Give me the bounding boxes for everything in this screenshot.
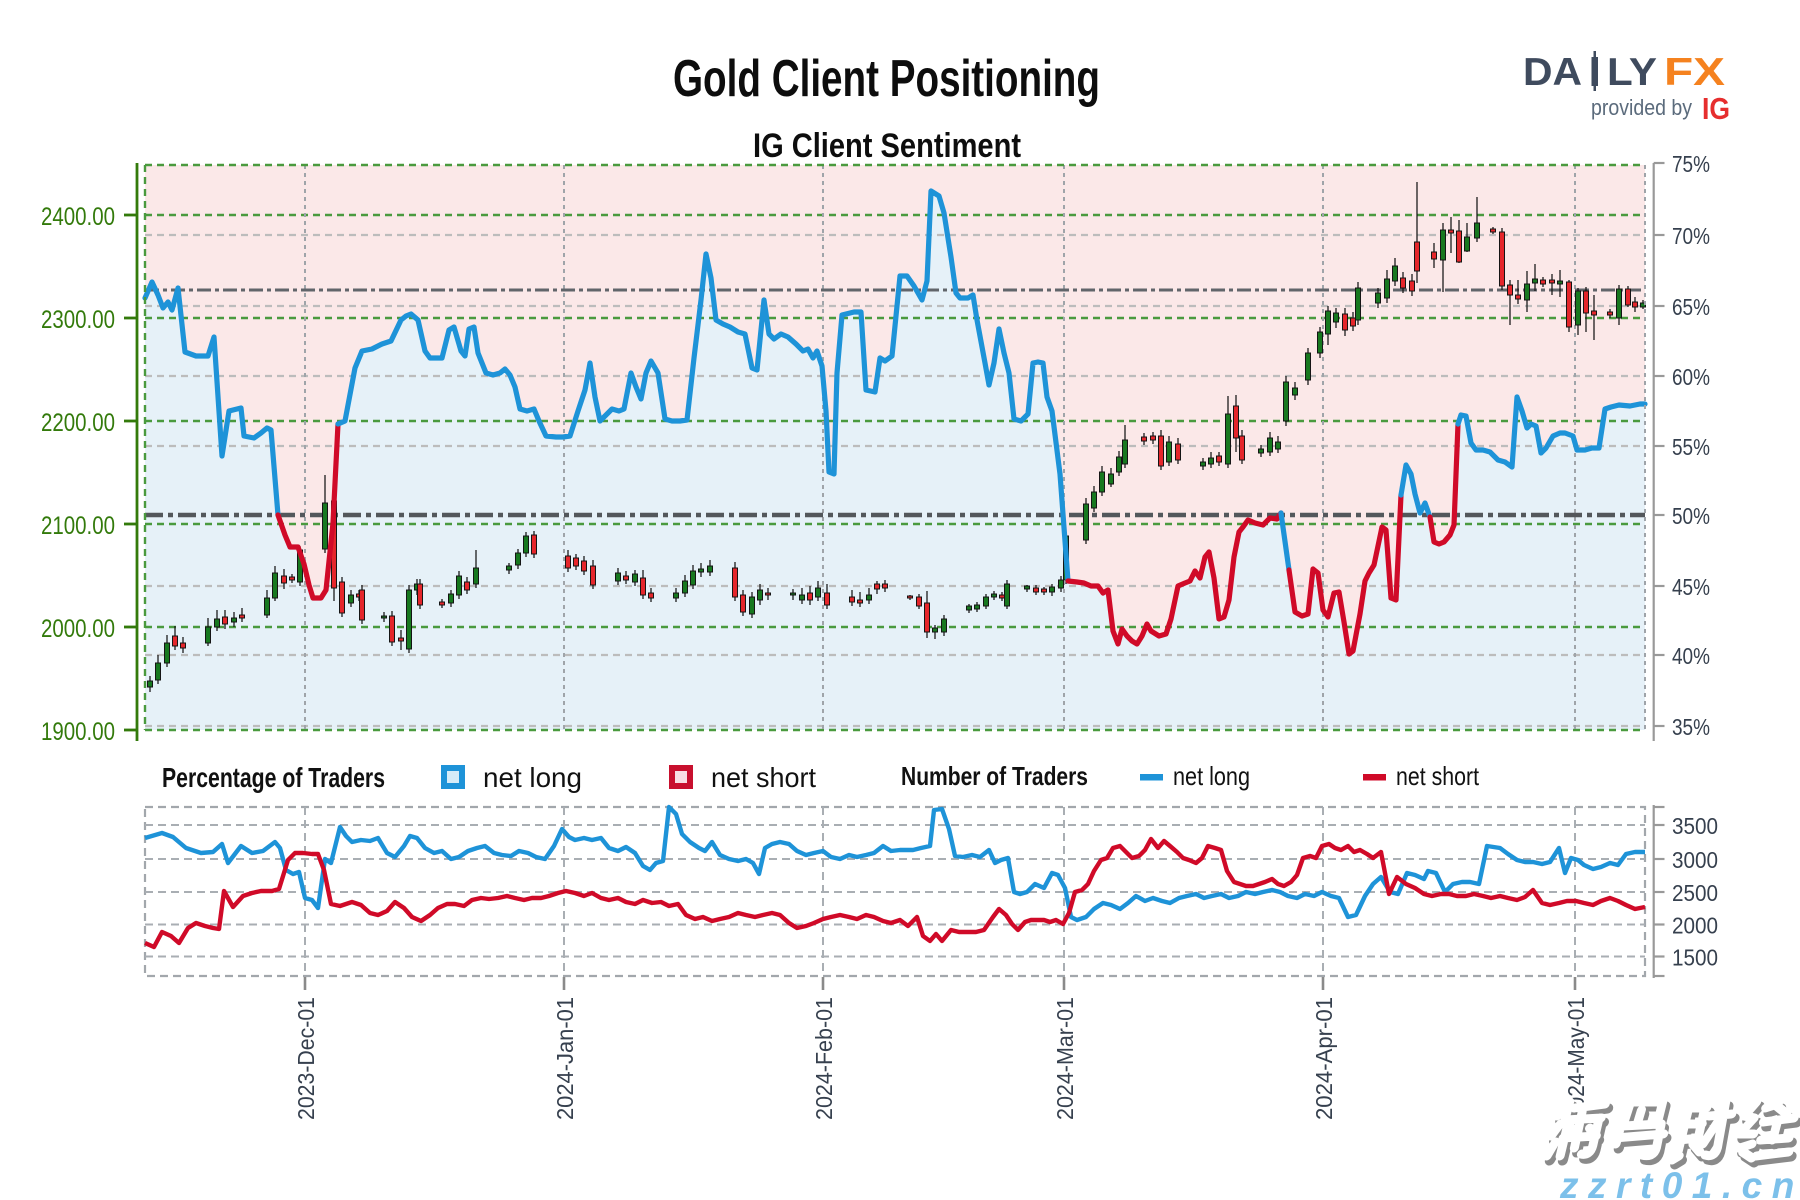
svg-text:1500: 1500 — [1672, 945, 1718, 971]
svg-text:DA: DA — [1523, 51, 1582, 94]
svg-text:Gold Client Positioning: Gold Client Positioning — [673, 50, 1100, 108]
svg-text:70%: 70% — [1672, 223, 1710, 249]
svg-text:2000: 2000 — [1672, 913, 1718, 939]
svg-text:IG Client Sentiment: IG Client Sentiment — [753, 127, 1021, 165]
svg-text:2400.00: 2400.00 — [41, 203, 115, 231]
svg-text:75%: 75% — [1672, 151, 1710, 177]
svg-text:2300.00: 2300.00 — [41, 306, 115, 334]
svg-text:35%: 35% — [1672, 714, 1710, 740]
svg-text:3500: 3500 — [1672, 813, 1718, 839]
svg-text:2024-Mar-01: 2024-Mar-01 — [1052, 997, 1078, 1120]
svg-text:zzrt01.cn: zzrt01.cn — [1559, 1165, 1800, 1200]
svg-text:65%: 65% — [1672, 294, 1710, 320]
svg-text:2024-Feb-01: 2024-Feb-01 — [811, 997, 837, 1120]
svg-text:net short: net short — [711, 762, 816, 793]
svg-text:FX: FX — [1664, 51, 1725, 94]
svg-text:2024-Jan-01: 2024-Jan-01 — [552, 997, 578, 1120]
svg-text:2200.00: 2200.00 — [41, 409, 115, 437]
svg-text:Number of Traders: Number of Traders — [901, 761, 1088, 791]
svg-text:50%: 50% — [1672, 503, 1710, 529]
svg-text:2023-Dec-01: 2023-Dec-01 — [293, 997, 319, 1120]
svg-text:2000.00: 2000.00 — [41, 615, 115, 643]
svg-text:45%: 45% — [1672, 574, 1710, 600]
svg-text:55%: 55% — [1672, 434, 1710, 460]
svg-text:2100.00: 2100.00 — [41, 512, 115, 540]
svg-text:60%: 60% — [1672, 364, 1710, 390]
svg-text:2024-Apr-01: 2024-Apr-01 — [1311, 997, 1337, 1120]
svg-text:3000: 3000 — [1672, 847, 1718, 873]
svg-text:LY: LY — [1607, 51, 1657, 94]
svg-text:40%: 40% — [1672, 643, 1710, 669]
svg-text:net long: net long — [483, 762, 582, 793]
svg-text:IG: IG — [1702, 91, 1730, 126]
svg-text:net short: net short — [1396, 761, 1480, 791]
svg-text:2500: 2500 — [1672, 880, 1718, 906]
svg-text:Percentage of Traders: Percentage of Traders — [162, 762, 385, 793]
svg-text:net long: net long — [1173, 761, 1250, 791]
svg-text:1900.00: 1900.00 — [41, 718, 115, 746]
svg-text:provided by: provided by — [1591, 95, 1692, 120]
